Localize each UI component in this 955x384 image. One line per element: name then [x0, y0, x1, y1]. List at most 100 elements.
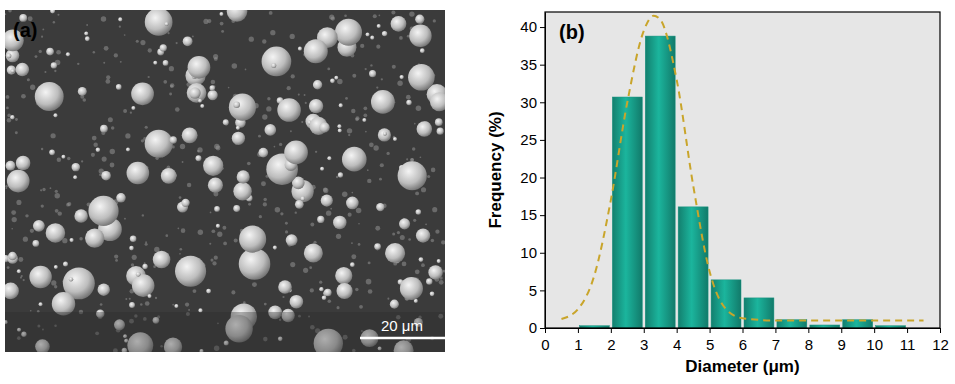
- y-tick: 30: [520, 94, 545, 111]
- particle: [377, 24, 381, 28]
- debris: [66, 203, 70, 207]
- debris: [163, 80, 167, 84]
- particle: [174, 304, 178, 308]
- debris: [387, 298, 389, 300]
- debris: [263, 198, 266, 201]
- debris: [179, 253, 181, 255]
- debris: [427, 175, 430, 178]
- particle: [126, 147, 130, 151]
- particle: [101, 171, 111, 181]
- particle: [8, 252, 16, 260]
- debris: [41, 204, 44, 207]
- debris: [345, 97, 348, 100]
- x-tick: 5: [706, 328, 714, 353]
- debris: [309, 266, 312, 269]
- particle: [262, 47, 292, 77]
- debris: [25, 214, 28, 217]
- debris: [114, 53, 118, 57]
- y-axis-line: [545, 13, 546, 329]
- particle: [419, 257, 424, 262]
- debris: [21, 94, 26, 99]
- debris: [124, 218, 126, 220]
- particle: [376, 203, 384, 211]
- particle: [208, 178, 223, 193]
- debris: [285, 230, 288, 233]
- debris: [337, 79, 342, 84]
- particle: [46, 223, 66, 243]
- debris: [120, 61, 122, 63]
- debris: [129, 298, 131, 300]
- particle: [317, 216, 324, 223]
- panel-label: (b): [559, 21, 585, 43]
- particle: [420, 48, 425, 53]
- particle: [200, 104, 204, 108]
- particle: [400, 75, 404, 79]
- particle: [161, 168, 177, 184]
- bar: [711, 280, 741, 328]
- particle: [370, 36, 374, 40]
- debris: [279, 143, 282, 146]
- particle: [385, 243, 405, 263]
- particle: [181, 199, 189, 207]
- debris: [247, 162, 251, 166]
- debris: [303, 268, 308, 273]
- debris: [407, 35, 410, 38]
- debris: [376, 86, 378, 88]
- particle: [182, 127, 198, 143]
- x-tick-label: 10: [866, 336, 883, 353]
- x-tick: 9: [838, 328, 846, 353]
- x-tick-mark: [578, 328, 579, 333]
- x-tick-mark: [940, 328, 941, 333]
- particle: [7, 65, 16, 74]
- particle: [195, 155, 201, 161]
- debris: [180, 248, 183, 251]
- figure: 20 μm(a)01234567891011120510152025303540…: [0, 0, 955, 384]
- debris: [323, 188, 328, 193]
- debris: [358, 223, 360, 225]
- x-tick-mark: [710, 328, 711, 333]
- debris: [415, 191, 419, 195]
- debris: [212, 261, 216, 265]
- debris: [108, 117, 113, 122]
- x-tick-mark: [775, 328, 776, 333]
- particle: [371, 90, 395, 114]
- x-tick-label: 1: [574, 336, 582, 353]
- particle: [116, 193, 126, 203]
- debris: [305, 102, 307, 104]
- x-tick-mark: [545, 328, 546, 333]
- debris: [363, 106, 367, 110]
- particle: [233, 182, 251, 200]
- particle: [390, 300, 399, 309]
- x-tick-mark: [677, 328, 678, 333]
- particle: [66, 52, 70, 56]
- x-tick-label: 12: [932, 336, 949, 353]
- debris: [368, 261, 371, 264]
- debris: [431, 239, 435, 243]
- y-tick: 0: [529, 319, 545, 336]
- particle: [16, 156, 31, 171]
- particle: [145, 130, 173, 158]
- debris: [23, 237, 28, 242]
- particle: [319, 287, 323, 291]
- particle: [208, 90, 218, 100]
- debris: [93, 143, 97, 147]
- particle: [216, 224, 220, 228]
- plot-frame: [545, 12, 940, 328]
- debris: [145, 126, 148, 129]
- fit-line: [561, 16, 923, 321]
- particle: [170, 136, 177, 143]
- particle: [69, 277, 73, 281]
- particle: [147, 294, 151, 298]
- particle: [132, 274, 155, 297]
- particle: [233, 101, 240, 108]
- particle: [10, 115, 14, 119]
- debris: [378, 14, 380, 16]
- debris: [365, 131, 367, 133]
- particle: [72, 163, 80, 171]
- debris: [266, 106, 271, 111]
- debris: [114, 254, 118, 258]
- debris: [82, 98, 86, 102]
- debris: [145, 301, 150, 306]
- x-tick: 4: [673, 328, 681, 353]
- debris: [41, 36, 43, 38]
